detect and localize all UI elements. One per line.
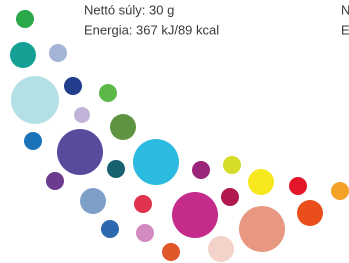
energy: Energia: 367 kJ/89 kcal	[84, 22, 219, 37]
dot	[80, 188, 106, 214]
page-body: {"label": {"net_weight": "Nettó súly: 30…	[0, 0, 349, 263]
dot	[136, 224, 154, 242]
dot	[223, 156, 241, 174]
dot	[64, 77, 82, 95]
label-image: Nettó súly: 30 g Energia: 367 kJ/89 kcal…	[0, 0, 349, 263]
dot	[11, 76, 59, 124]
dot	[101, 220, 119, 238]
dot	[46, 172, 64, 190]
dot	[74, 107, 90, 123]
cut-text: N	[341, 2, 349, 17]
dot	[133, 139, 179, 185]
dot	[57, 129, 103, 175]
dot	[289, 177, 307, 195]
dot	[10, 42, 36, 68]
dot	[172, 192, 218, 238]
dot	[297, 200, 323, 226]
dot	[107, 160, 125, 178]
dot	[331, 182, 349, 200]
dot	[110, 114, 136, 140]
cut-text: E	[341, 22, 349, 37]
net-weight: Nettó súly: 30 g	[84, 2, 174, 17]
dot	[248, 169, 274, 195]
dot	[24, 132, 42, 150]
dot	[162, 243, 180, 261]
dot	[221, 188, 239, 206]
dot	[192, 161, 210, 179]
dot	[99, 84, 117, 102]
dot	[134, 195, 152, 213]
dot	[208, 236, 234, 262]
decorative-dots	[10, 10, 349, 262]
page: html, body { margin: 0; padding: 0; back…	[0, 0, 349, 263]
dot	[16, 10, 34, 28]
dot	[239, 206, 285, 252]
dot	[49, 44, 67, 62]
